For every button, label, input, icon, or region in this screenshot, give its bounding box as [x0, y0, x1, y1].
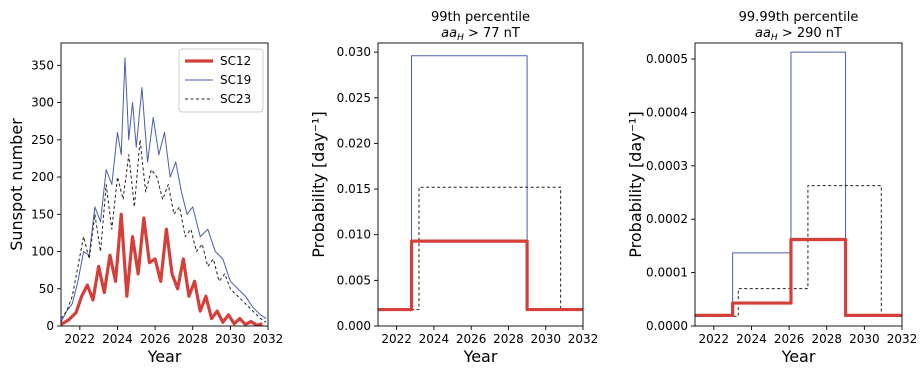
series-line-sc19: [695, 51, 902, 317]
title-math: aa: [441, 26, 457, 41]
y-tick-label: 350: [31, 58, 54, 72]
y-tick-label: 100: [31, 245, 54, 259]
plot-frame: [694, 42, 903, 327]
x-tick-label: 2030: [849, 332, 880, 346]
y-tick-label: 0.030: [337, 45, 371, 59]
y-tick-label: 0.005: [337, 273, 371, 287]
x-tick-label: 2028: [811, 332, 842, 346]
legend-box: [178, 48, 264, 113]
y-tick-label: 0.020: [337, 136, 371, 150]
y-axis-label: Probability [day⁻¹]: [309, 111, 328, 257]
chart-title-line2: aaH > 77 nT: [441, 26, 520, 43]
x-tick-label: 2022: [381, 332, 412, 346]
x-axis-label: Year: [781, 347, 816, 366]
y-tick-label: 0.010: [337, 228, 371, 242]
x-tick-label: 2032: [253, 332, 284, 346]
y-tick-label: 0.0002: [646, 212, 688, 226]
series-line-sc12: [378, 239, 583, 312]
series-line-sc12: [61, 212, 263, 326]
x-tick-label: 2026: [456, 332, 487, 346]
legend-label-sc12: SC12: [220, 54, 251, 68]
chart-panel-3: 2022 2024 2026 2028 2030 2032 0.0000 0.0001 0.00…: [626, 10, 917, 366]
chart-title-line1: 99.99th percentile: [739, 10, 859, 25]
x-tick-label: 2024: [419, 332, 450, 346]
x-tick-label: 2030: [215, 332, 246, 346]
y-tick-label: 150: [31, 207, 54, 221]
title-rest: > 290 nT: [778, 26, 842, 41]
y-tick-label: 0: [46, 319, 54, 333]
x-tick-label: 2022: [699, 332, 730, 346]
x-tick-label: 2032: [568, 332, 599, 346]
y-tick-label: 0.025: [337, 91, 371, 105]
x-tick-label: 2024: [102, 332, 133, 346]
title-math: aa: [755, 26, 771, 41]
y-tick-label: 0.000: [337, 319, 371, 333]
y-tick-label: 0.0005: [646, 52, 688, 66]
legend-label-sc23: SC23: [220, 92, 251, 106]
series-line-sc19: [378, 55, 583, 311]
y-tick-label: 0.0000: [646, 319, 688, 333]
x-tick-label: 2022: [65, 332, 96, 346]
series-line-sc23: [695, 185, 902, 317]
y-axis-label: Sunspot number: [7, 118, 26, 251]
x-tick-label: 2028: [177, 332, 208, 346]
y-tick-label: 0.0003: [646, 159, 688, 173]
chart-panel-2: 2022 2024 2026 2028 2030 2032 0.000 0.005 0.010 0…: [309, 10, 598, 366]
legend-label-sc19: SC19: [220, 73, 251, 87]
x-tick-label: 2030: [530, 332, 561, 346]
y-tick-label: 250: [31, 133, 54, 147]
chart-title-line1: 99th percentile: [431, 10, 530, 25]
x-tick-label: 2026: [774, 332, 805, 346]
y-tick-label: 50: [39, 282, 54, 296]
x-tick-label: 2028: [493, 332, 524, 346]
x-tick-label: 2026: [140, 332, 171, 346]
series-line-sc23: [378, 186, 583, 311]
title-subscript: H: [457, 33, 464, 43]
x-axis-label: Year: [147, 347, 182, 366]
y-tick-label: 0.0001: [646, 266, 688, 280]
series-line-sc12: [695, 237, 902, 317]
series-line-sc19: [61, 57, 267, 323]
chart-title-line2: aaH > 290 nT: [755, 26, 842, 43]
y-tick-label: 0.015: [337, 182, 371, 196]
x-tick-label: 2032: [887, 332, 918, 346]
series-line-sc23: [61, 139, 267, 323]
y-tick-label: 0.0004: [646, 105, 688, 119]
y-tick-label: 200: [31, 170, 54, 184]
plot-frame: [377, 42, 584, 327]
y-axis-label: Probability [day⁻¹]: [626, 111, 645, 257]
x-tick-label: 2024: [736, 332, 767, 346]
chart-panel-1: 2022 2024 2026 2028 2030 2032 0 50 100 150 200 250 3…: [7, 42, 284, 366]
plot-frame: [60, 42, 269, 327]
title-rest: > 77 nT: [464, 26, 520, 41]
y-tick-label: 300: [31, 96, 54, 110]
title-subscript: H: [771, 33, 778, 43]
x-axis-label: Year: [463, 347, 498, 366]
